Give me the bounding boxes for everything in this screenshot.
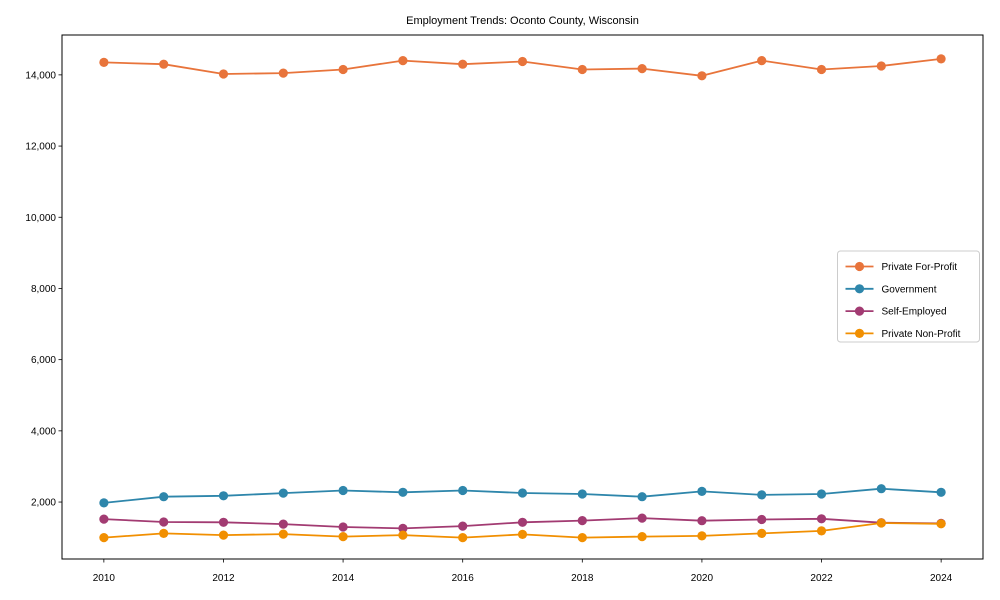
chart-point-government — [338, 485, 348, 496]
chart-point-private-non-profit — [338, 532, 348, 542]
chart-point-private-non-profit — [218, 530, 229, 540]
y-tick-label: 10,000 — [25, 213, 56, 224]
plot-area: 2,000 4,000 6,000 8,000 10,000 12,000 14,000 20… — [25, 34, 984, 584]
chart-point-self-employed — [816, 514, 827, 524]
chart-point-government — [458, 485, 468, 496]
chart-point-private-for-profit — [876, 61, 886, 71]
y-tick-label: 2,000 — [31, 498, 56, 509]
chart-point-private-for-profit — [697, 71, 707, 81]
legend-marker-private-for-profit — [854, 261, 865, 272]
chart-point-private-non-profit — [876, 518, 886, 528]
x-tick-label: 2018 — [571, 573, 594, 584]
y-tick-label: 14,000 — [25, 70, 56, 81]
chart-point-private-non-profit — [697, 531, 707, 541]
chart-point-private-non-profit — [577, 533, 587, 543]
chart-point-self-employed — [99, 514, 109, 524]
chart-point-private-for-profit — [816, 64, 827, 75]
chart-point-private-non-profit — [458, 533, 468, 543]
chart-point-private-non-profit — [517, 529, 528, 540]
y-tick-label: 4,000 — [31, 426, 56, 437]
chart-point-government — [876, 484, 886, 494]
chart-point-private-for-profit — [936, 54, 946, 64]
chart-point-private-non-profit — [278, 529, 288, 539]
chart-point-self-employed — [697, 516, 707, 526]
legend-box — [837, 250, 980, 343]
chart-point-government — [637, 492, 647, 502]
chart-point-government — [99, 498, 109, 508]
y-tick-label: 12,000 — [25, 142, 56, 153]
legend-label-self-employed: Self-Employed — [882, 307, 947, 318]
x-tick-label: 2016 — [452, 573, 475, 584]
x-tick-label: 2010 — [93, 573, 116, 584]
chart-point-private-for-profit — [338, 64, 348, 75]
chart-point-government — [278, 488, 288, 498]
chart-point-private-non-profit — [757, 528, 767, 539]
chart-point-private-for-profit — [637, 64, 647, 74]
chart-point-self-employed — [398, 523, 408, 534]
chart-point-self-employed — [159, 517, 169, 527]
chart-point-private-for-profit — [398, 56, 408, 66]
x-tick-label: 2020 — [691, 573, 714, 584]
chart-title: Employment Trends: Oconto County, Wiscon… — [406, 15, 639, 27]
chart-point-government — [517, 488, 528, 498]
chart-point-private-for-profit — [218, 69, 229, 79]
chart-point-private-for-profit — [577, 64, 587, 75]
chart-point-private-non-profit — [159, 528, 169, 539]
chart-point-self-employed — [458, 521, 468, 531]
chart-point-private-for-profit — [757, 56, 767, 66]
chart-point-private-non-profit — [637, 532, 647, 542]
legend-marker-self-employed — [854, 306, 865, 316]
chart-point-private-non-profit — [99, 533, 109, 543]
chart-point-government — [159, 492, 169, 502]
plot-border — [61, 34, 984, 560]
chart-point-self-employed — [757, 514, 767, 525]
x-tick-label: 2024 — [930, 573, 953, 584]
chart-point-self-employed — [577, 516, 587, 526]
x-tick-label: 2022 — [810, 573, 833, 584]
chart-point-government — [936, 487, 946, 497]
legend-marker-government — [854, 284, 865, 294]
x-tick-label: 2014 — [332, 573, 355, 584]
chart-point-self-employed — [218, 517, 229, 527]
y-tick-label: 6,000 — [31, 355, 56, 366]
chart-point-private-for-profit — [458, 59, 468, 69]
chart-point-self-employed — [637, 513, 647, 523]
chart-point-private-for-profit — [517, 56, 528, 67]
chart-point-self-employed — [517, 517, 528, 527]
chart-point-government — [398, 487, 408, 497]
legend-label-government: Government — [882, 284, 937, 295]
chart-point-self-employed — [278, 519, 288, 529]
chart-point-self-employed — [338, 522, 348, 532]
chart-point-government — [577, 489, 587, 499]
y-tick-label: 8,000 — [31, 284, 56, 295]
legend-marker-private-non-profit — [854, 328, 865, 338]
x-tick-label: 2012 — [212, 573, 235, 584]
chart-point-private-non-profit — [398, 530, 408, 540]
chart-point-private-for-profit — [159, 59, 169, 69]
chart-point-private-for-profit — [278, 68, 288, 78]
chart-point-government — [697, 486, 707, 496]
chart-point-government — [218, 491, 229, 501]
chart-point-private-non-profit — [816, 526, 827, 536]
chart-point-private-non-profit — [936, 519, 946, 529]
chart-point-government — [816, 489, 827, 499]
chart-point-government — [757, 490, 767, 500]
legend-label-private-for-profit: Private For-Profit — [882, 262, 958, 273]
chart-point-private-for-profit — [99, 57, 109, 67]
legend-label-private-non-profit: Private Non-Profit — [882, 329, 961, 340]
